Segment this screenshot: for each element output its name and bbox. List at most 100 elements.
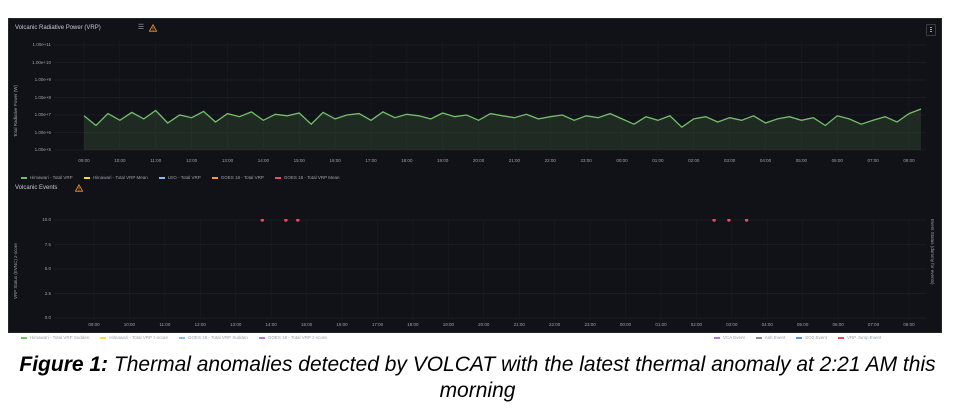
legend-swatch: [21, 336, 27, 339]
x-tick-label: 19:00: [442, 322, 454, 327]
vrp-jump-event-marker: [296, 219, 300, 222]
legend-swatch: [258, 336, 265, 339]
events-right-axis-title: Event Status (dummy for events): [930, 219, 935, 285]
x-tick-label: 16:00: [329, 158, 341, 163]
x-tick-label: 23:00: [584, 322, 596, 327]
legend-swatch: [714, 336, 720, 339]
legend-swatch: [158, 176, 165, 179]
x-tick-label: 05:00: [797, 322, 809, 327]
x-tick-label: 22:00: [544, 158, 556, 163]
legend-item[interactable]: SO2 Event: [796, 335, 827, 340]
legend-swatch: [178, 336, 185, 339]
x-tick-label: 20:00: [478, 322, 490, 327]
y-tick-label: 10.0: [42, 217, 51, 222]
x-tick-label: 03:00: [726, 322, 738, 327]
events-y-axis-title: VRP Status (EVNC) z-score: [13, 243, 18, 299]
legend-label: Himawari - Total VRP Mean: [92, 175, 148, 180]
x-tick-label: 01:00: [655, 322, 667, 327]
caption-text: Thermal anomalies detected by VOLCAT wit…: [108, 353, 936, 402]
legend-item[interactable]: Himawari - Total VRP: [21, 175, 73, 180]
y-tick-label: 5.0: [44, 266, 51, 271]
legend-label: Himawari - Total VRP z-score: [109, 335, 168, 340]
dashboard: Volcanic Radiative Power (VRP) ☰ Total R…: [8, 18, 942, 340]
x-tick-label: 14:00: [265, 322, 277, 327]
vrp-series-line: [83, 108, 922, 129]
events-scatter-chart[interactable]: [54, 219, 926, 319]
x-tick-label: 11:00: [150, 158, 162, 163]
x-tick-label: 09:00: [88, 322, 100, 327]
legend-item[interactable]: Ash Event: [755, 335, 785, 340]
x-tick-label: 12:00: [185, 158, 198, 163]
legend-swatch: [838, 336, 845, 339]
y-tick-label: 1.00e+7: [34, 112, 51, 117]
legend-item[interactable]: VCA Event: [714, 335, 745, 340]
y-tick-label: 1.00e+11: [32, 42, 51, 47]
x-tick-label: 13:00: [221, 158, 234, 163]
x-tick-label: 01:00: [652, 158, 664, 163]
legend-label: Himawari - Total VRP: [30, 175, 73, 180]
x-tick-label: 02:00: [688, 158, 700, 163]
vrp-panel-title[interactable]: Volcanic Radiative Power (VRP): [15, 25, 101, 31]
legend-label: GOES 18 - Total VRP z-score: [267, 335, 327, 340]
legend-swatch: [211, 176, 218, 179]
legend-swatch: [796, 336, 803, 339]
x-tick-label: 08:00: [903, 158, 915, 163]
x-tick-label: 15:00: [293, 158, 305, 163]
warning-icon[interactable]: [149, 24, 157, 32]
x-tick-label: 19:00: [437, 158, 449, 163]
y-tick-label: 0.0: [44, 315, 51, 320]
events-legend-right[interactable]: VCA Event Ash Event SO2 Event VRP Jump Even…: [714, 335, 881, 340]
legend-item[interactable]: LEO - Total VRP: [158, 175, 201, 180]
x-tick-label: 18:00: [407, 322, 419, 327]
x-tick-label: 09:00: [78, 158, 90, 163]
vrp-legend[interactable]: Himawari - Total VRP Himawari - Total VRP…: [21, 175, 340, 180]
vrp-jump-event-marker: [284, 219, 288, 222]
x-tick-label: 05:00: [795, 158, 808, 163]
x-tick-label: 04:00: [761, 322, 773, 327]
x-tick-label: 21:00: [513, 322, 525, 327]
legend-label: GOES 18 - Total VRP Mean: [283, 175, 340, 180]
y-tick-label: 2.5: [44, 290, 51, 296]
x-tick-label: 21:00: [508, 158, 521, 163]
x-tick-label: 11:00: [159, 322, 171, 327]
legend-label: LEO - Total VRP: [167, 175, 201, 180]
vrp-jump-event-marker: [260, 219, 264, 222]
x-tick-label: 08:00: [903, 322, 915, 327]
vrp-jump-event-marker: [744, 219, 749, 222]
legend-item[interactable]: Himawari - Total VRP Mean: [83, 175, 148, 180]
x-tick-label: 00:00: [619, 322, 632, 327]
legend-label: GOES 18 - Total VRP: [220, 175, 264, 180]
legend-item[interactable]: GOES 18 - Total VRP z-score: [258, 335, 327, 340]
warning-icon[interactable]: [75, 184, 83, 192]
caption-label: Figure 1:: [19, 353, 109, 376]
x-tick-label: 12:00: [194, 322, 206, 327]
legend-item[interactable]: VRP Jump Event: [838, 335, 881, 340]
x-tick-label: 07:00: [867, 322, 880, 327]
legend-swatch: [755, 336, 762, 339]
vrp-area: [84, 109, 921, 150]
legend-label: GOES 18 - Total VRP Sudden: [187, 335, 248, 340]
x-tick-label: 13:00: [230, 322, 242, 327]
legend-item[interactable]: GOES 18 - Total VRP: [211, 175, 264, 180]
legend-item[interactable]: GOES 18 - Total VRP Mean: [274, 175, 340, 180]
legend-swatch: [274, 176, 281, 179]
legend-item[interactable]: GOES 18 - Total VRP Sudden: [178, 335, 248, 340]
panel-menu-button[interactable]: [926, 24, 936, 36]
events-panel-title[interactable]: Volcanic Events: [15, 185, 58, 191]
x-tick-label: 07:00: [867, 158, 879, 163]
y-tick-label: 1.00e+9: [34, 77, 51, 82]
x-tick-label: 03:00: [724, 158, 736, 163]
x-tick-label: 16:00: [336, 322, 348, 327]
x-tick-label: 04:00: [759, 158, 772, 163]
vrp-jump-event-marker: [727, 219, 731, 222]
x-tick-label: 06:00: [832, 322, 844, 327]
y-tick-label: 7.5: [44, 241, 51, 247]
legend-item[interactable]: Himawari - Total VRP Sudden: [21, 335, 89, 340]
legend-item[interactable]: Himawari - Total VRP z-score: [100, 335, 168, 340]
vrp-line-chart[interactable]: [54, 41, 926, 156]
vrp-panel: Volcanic Radiative Power (VRP) ☰ Total R…: [9, 19, 941, 187]
events-legend-left[interactable]: Himawari - Total VRP Sudden Himawari - To…: [21, 335, 327, 340]
figure-caption: Figure 1: Thermal anomalies detected by …: [0, 352, 955, 404]
panel-info-icon[interactable]: ☰: [137, 24, 145, 31]
x-tick-label: 23:00: [580, 158, 592, 163]
